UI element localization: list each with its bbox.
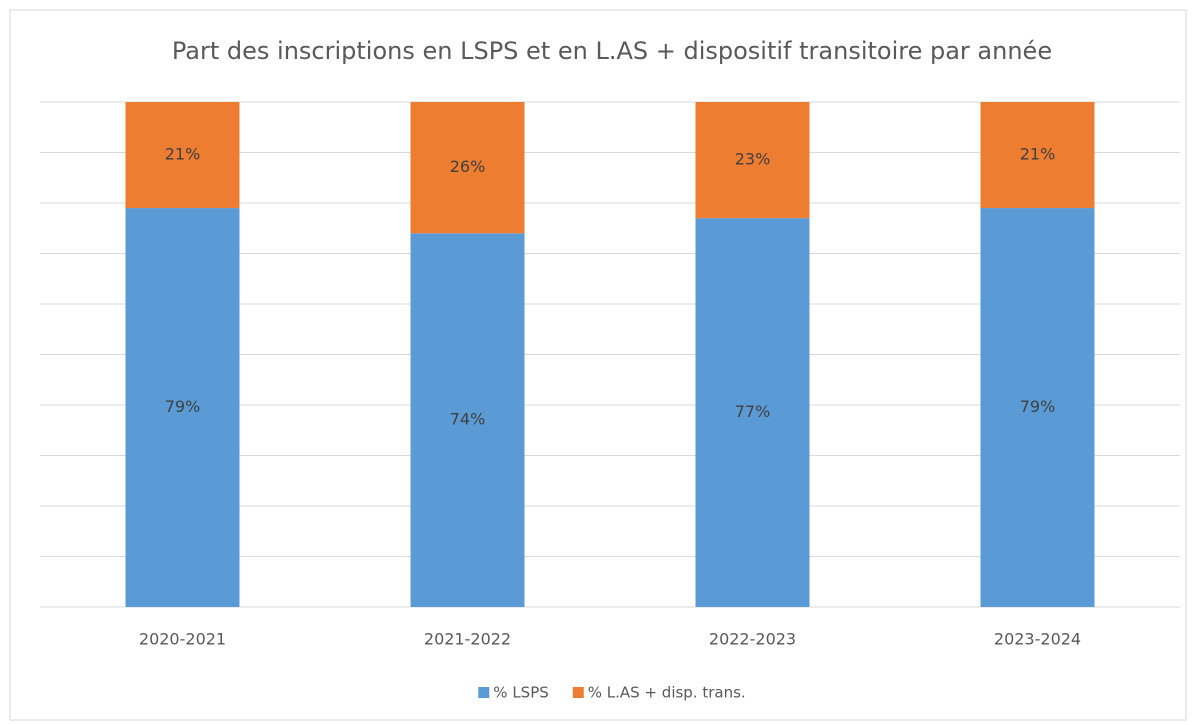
chart-title: Part des inscriptions en LSPS et en L.AS… (172, 37, 1052, 65)
data-label: 74% (450, 410, 486, 429)
data-label: 21% (165, 145, 201, 164)
legend-label: % LSPS (493, 684, 548, 702)
data-label: 79% (1020, 397, 1056, 416)
data-label: 21% (1020, 145, 1056, 164)
data-label: 26% (450, 157, 486, 176)
bar-segment (125, 102, 240, 209)
bar-segment (980, 208, 1095, 608)
legend-swatch (572, 687, 584, 698)
bar-segment (695, 102, 810, 219)
data-label: 77% (735, 402, 771, 421)
x-tick-label: 2021-2022 (424, 630, 511, 649)
legend-swatch (478, 687, 490, 698)
data-label: 23% (735, 150, 771, 169)
bar-segment (980, 102, 1095, 209)
x-tick-label: 2020-2021 (139, 630, 226, 649)
x-tick-label: 2023-2024 (994, 630, 1081, 649)
data-label: 79% (165, 397, 201, 416)
bar-segment (410, 102, 525, 234)
bar-segment (410, 233, 525, 608)
x-tick-label: 2022-2023 (709, 630, 796, 649)
bar-segment (695, 218, 810, 607)
bar-segment (125, 208, 240, 608)
legend-label: % L.AS + disp. trans. (588, 684, 746, 702)
